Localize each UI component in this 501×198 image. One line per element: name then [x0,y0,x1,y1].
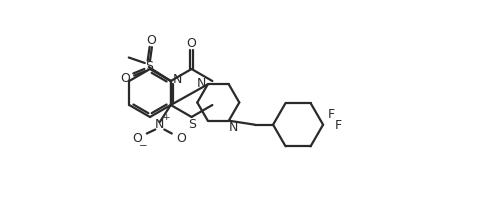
Text: +: + [161,113,169,122]
Text: O: O [146,34,155,47]
Text: N: N [155,117,164,130]
Text: O: O [186,37,196,50]
Text: S: S [144,61,152,73]
Text: N: N [228,121,238,134]
Text: O: O [120,71,130,85]
Text: F: F [327,108,334,121]
Text: N: N [196,77,205,90]
Text: O: O [176,131,186,145]
Text: −: − [138,142,147,151]
Text: O: O [132,131,142,145]
Text: F: F [334,119,341,132]
Text: N: N [173,73,182,86]
Text: S: S [188,118,196,131]
